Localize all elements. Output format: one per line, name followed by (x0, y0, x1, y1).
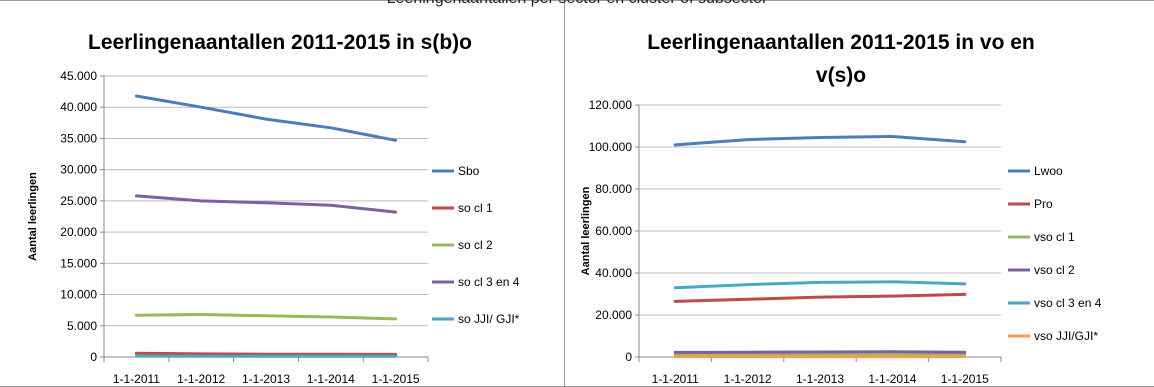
legend-label-so-cl-1: so cl 1 (458, 201, 493, 215)
figure-caption: Leerlingenaantallen per sector en cluste… (0, 0, 1154, 8)
x-tick-label: 1-1-2013 (796, 372, 844, 386)
series-line-pro (673, 292, 967, 303)
y-tick-label: 45.000 (60, 69, 97, 83)
y-tick-label: 20.000 (595, 308, 632, 322)
chart-sbo: Leerlingenaantallen 2011-2015 in s(b)o 0 5… (27, 31, 520, 386)
legend-label-lwoo: Lwoo (1034, 164, 1063, 178)
y-tick-label: 80.000 (595, 182, 632, 196)
y-tick-label: 60.000 (595, 224, 632, 238)
y-tick-label: 100.000 (589, 140, 633, 154)
y-tick-label: 35.000 (60, 131, 97, 145)
y-tick-label: 20.000 (60, 225, 97, 239)
x-tick-label: 1-1-2015 (372, 372, 420, 386)
series-line-lwoo (673, 135, 967, 147)
y-tick-label: 10.000 (60, 288, 97, 302)
x-tick-label: 1-1-2015 (941, 372, 989, 386)
series-line-sbo (134, 94, 398, 142)
series-line-so-cl-2 (134, 313, 398, 321)
legend-label-pro: Pro (1034, 197, 1053, 211)
legend-label-vso-cl-1: vso cl 1 (1034, 230, 1075, 244)
y-tick-label: 40.000 (595, 266, 632, 280)
chart-panel-vo: Leerlingenaantallen 2011-2015 in vo en v(… (564, 0, 1154, 387)
x-tick-label: 1-1-2012 (177, 372, 225, 386)
x-tick-label: 1-1-2011 (652, 372, 699, 386)
legend-label-so-cl-2: so cl 2 (458, 238, 493, 252)
chart-title: Leerlingenaantallen 2011-2015 in vo en (647, 31, 1035, 54)
legend-label-sbo: Sbo (458, 164, 480, 178)
legend-label-vso-cl-3-en-4: vso cl 3 en 4 (1034, 296, 1102, 310)
series-line-so-cl-1 (134, 351, 398, 356)
legend-label-so-cl-3-en-4: so cl 3 en 4 (458, 275, 520, 289)
x-tick-label: 1-1-2011 (113, 372, 160, 386)
series-line-vso-cl-3-en-4 (673, 280, 967, 290)
y-tick-label: 40.000 (60, 100, 97, 114)
x-tick-label: 1-1-2013 (242, 372, 290, 386)
y-tick-label: 0 (90, 350, 97, 364)
y-tick-label: 0 (625, 350, 632, 364)
chart-title: v(s)o (816, 64, 866, 87)
x-tick-label: 1-1-2012 (724, 372, 772, 386)
series-line-so-cl-3-en-4 (134, 194, 398, 214)
y-tick-label: 30.000 (60, 163, 97, 177)
x-tick-label: 1-1-2014 (868, 372, 916, 386)
chart-title: Leerlingenaantallen 2011-2015 in s(b)o (88, 31, 472, 54)
legend-label-so-jji-gji: so JJI/ GJI* (458, 312, 520, 326)
y-tick-label: 5.000 (67, 319, 97, 333)
series-line-vso-cl-2 (673, 350, 967, 354)
y-tick-label: 15.000 (60, 256, 97, 270)
y-tick-label: 25.000 (60, 194, 97, 208)
legend-label-vso-cl-2: vso cl 2 (1034, 263, 1075, 277)
y-axis-label: Aantal leerlingen (27, 172, 39, 261)
y-axis-label: Aantal leerlingen (580, 186, 592, 275)
x-tick-label: 1-1-2014 (307, 372, 355, 386)
legend-label-vso-jji-gji: vso JJI/GJI* (1034, 329, 1098, 343)
chart-vo: Leerlingenaantallen 2011-2015 in vo en v(… (580, 31, 1102, 386)
y-tick-label: 120.000 (589, 98, 633, 112)
chart-panel-sbo: Leerlingenaantallen 2011-2015 in s(b)o 0 5… (0, 0, 565, 387)
